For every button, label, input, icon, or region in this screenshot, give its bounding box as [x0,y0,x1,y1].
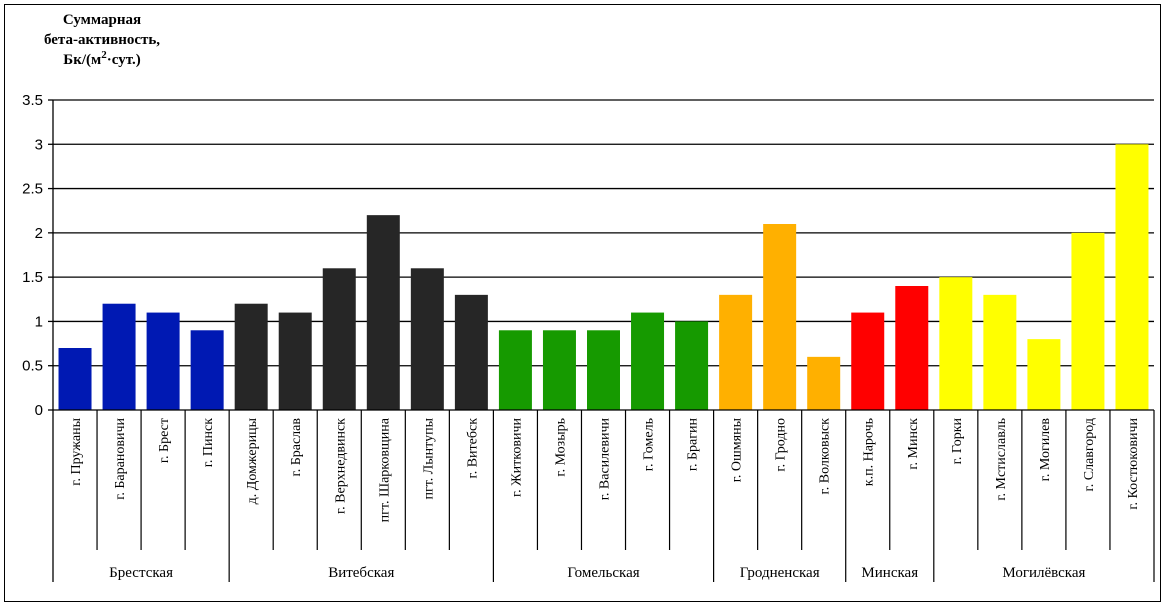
category-label: г. Житковичи [509,417,524,497]
bar [675,321,709,410]
category-label: г. Могилев [1038,418,1053,482]
y-tick-label: 2.5 [22,181,43,198]
chart-frame [4,4,1161,602]
bar [322,268,356,410]
bar [631,312,665,410]
bar [587,330,620,410]
category-label: г. Минск [906,418,921,470]
category-label: г. Ошмяны [730,417,745,482]
bar [763,224,797,410]
category-label: г. Мстиславль [994,418,1009,501]
bar [498,330,532,410]
region-label: Минская [861,565,918,581]
y-tick-label: 3 [35,136,43,153]
category-label: г. Гомель [642,418,657,471]
category-label: г. Гродно [774,418,789,472]
bar [146,312,180,410]
category-label: г. Костюковичи [1126,417,1141,509]
category-label: г. Славгород [1082,418,1097,491]
y-tick-label: 1.5 [22,269,43,286]
category-label: д. Домжерицы [245,417,260,504]
region-label: Гродненская [740,565,820,581]
category-label: г. Верхнедвинск [333,418,348,514]
bar [1115,144,1149,411]
y-tick-label: 3.5 [22,92,43,109]
y-axis-label-line3: Бк/(м2·сут.) [63,49,140,68]
y-tick-label: 2 [35,225,43,242]
bar [58,348,92,410]
y-axis-label-line2: бета-активность, [44,32,160,48]
category-label: г. Горки [950,418,965,465]
category-label: пгт. Шарковщина [377,417,392,522]
category-label: г. Мозырь [553,418,568,477]
bar [366,215,400,410]
category-label: г. Брагин [686,418,701,472]
bar [895,286,929,410]
category-label: г. Пружаны [69,417,84,485]
region-label: Витебская [328,565,394,581]
bar [410,268,444,410]
category-label: г. Пинск [201,418,216,467]
y-axis-label-line1: Суммарная [63,12,141,28]
category-label: г. Браслав [289,418,304,477]
y-tick-label: 0.5 [22,358,43,375]
bar [939,277,973,410]
bar [807,356,841,410]
bar [1027,339,1061,410]
bar [454,294,488,410]
bar [190,330,224,410]
y-tick-label: 1 [35,313,43,330]
category-label: г. Барановичи [113,418,128,500]
category-label: г. Витебск [465,418,480,479]
bar [983,294,1017,410]
region-label: Брестская [109,565,173,581]
category-label: г. Василевичи [598,418,613,501]
region-label: Гомельская [567,565,639,581]
bar [102,303,136,410]
bar [542,330,576,410]
bar [851,312,885,410]
region-label: Могилёвская [1002,565,1085,581]
bar [278,312,312,410]
category-label: к.п. Нарочь [862,418,877,486]
bar [719,294,753,410]
category-label: г. Брест [157,418,172,463]
category-label: пгт. Лынтупы [421,417,436,499]
bar [1071,232,1105,410]
y-tick-label: 0 [35,402,43,419]
bar [234,303,268,410]
category-label: г. Волковыск [818,418,833,495]
